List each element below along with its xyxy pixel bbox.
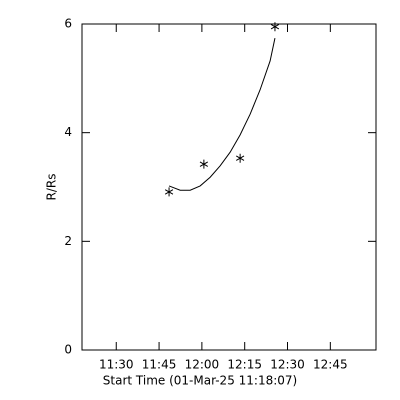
- x-tick-label: 12:45: [313, 358, 348, 372]
- point: [199, 159, 209, 169]
- x-tick-label: 12:15: [227, 358, 262, 372]
- y-tick-label: 2: [64, 234, 72, 248]
- x-tick-label: 12:30: [270, 358, 305, 372]
- x-tick-label: 11:45: [142, 358, 177, 372]
- x-axis-label: Start Time (01-Mar-25 11:18:07): [103, 374, 297, 388]
- y-tick-label: 0: [64, 343, 72, 357]
- x-tick-label: 12:00: [185, 358, 220, 372]
- plot-frame: [81, 23, 377, 351]
- x-tick-label: 11:30: [99, 358, 134, 372]
- y-tick-label: 6: [64, 17, 72, 31]
- point: [270, 22, 280, 32]
- y-tick-label: 4: [64, 125, 72, 139]
- fit-line: [168, 38, 276, 191]
- point: [164, 187, 174, 197]
- y-axis-label: R/Rs: [45, 174, 59, 201]
- point: [235, 153, 245, 163]
